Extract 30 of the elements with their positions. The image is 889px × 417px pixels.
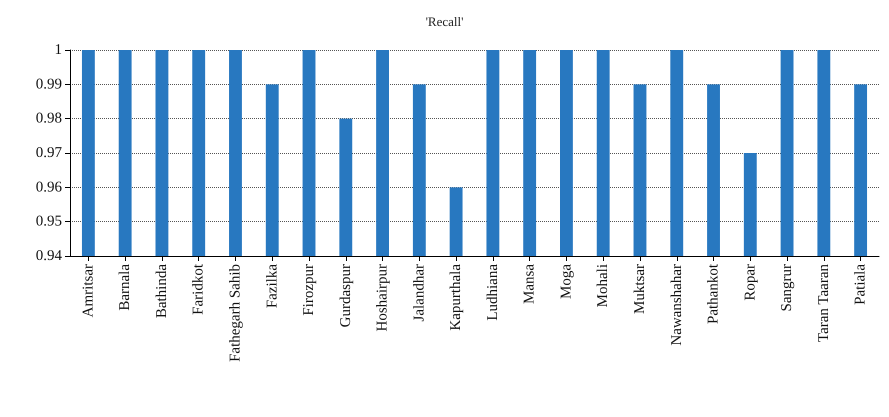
y-tick-label: 0.98 bbox=[36, 110, 62, 127]
x-tick-label: Kapurthala bbox=[448, 264, 464, 331]
x-tick-label: Pathankot bbox=[706, 263, 722, 324]
x-tick-label: Mansa bbox=[522, 264, 538, 304]
x-tick-label: Fathegarh Sahib bbox=[227, 264, 244, 362]
x-tick-label: Muktsar bbox=[632, 264, 648, 314]
x-tick-label: Gurdaspur bbox=[338, 264, 354, 328]
y-tick-label: 0.95 bbox=[36, 214, 62, 230]
x-tick-label: Hoshairpur bbox=[374, 264, 391, 332]
x-tick-label: Nawanshahar bbox=[668, 264, 685, 346]
y-tick-label: 0.96 bbox=[36, 179, 62, 196]
y-tick-label: 0.97 bbox=[36, 145, 62, 161]
chart-title: 'Recall' bbox=[426, 14, 464, 29]
x-tick-label: Taran Taaran bbox=[816, 264, 832, 342]
x-tick-label: Sangrur bbox=[779, 264, 796, 312]
y-tick-label: 1 bbox=[54, 42, 62, 58]
y-tick-label: 0.99 bbox=[36, 76, 62, 92]
x-tick-label: Bathinda bbox=[154, 264, 170, 318]
x-tick-label: Amritsar bbox=[80, 264, 96, 318]
x-tick-label: Jalandhar bbox=[411, 264, 428, 322]
x-tick-label: Mohali bbox=[595, 264, 612, 308]
x-tick-label: Ropar bbox=[742, 264, 758, 301]
x-tick-label: Faridkot bbox=[190, 263, 207, 315]
y-tick-label: 0.94 bbox=[36, 248, 62, 264]
x-tick-label: Firozpur bbox=[301, 264, 318, 316]
x-tick-label: Fazilka bbox=[264, 264, 280, 308]
x-tick-label: Patiala bbox=[852, 264, 869, 305]
x-tick-label: Ludhiana bbox=[484, 264, 501, 321]
x-tick-label: Moga bbox=[558, 264, 574, 299]
x-tick-label: Barnala bbox=[117, 264, 134, 311]
